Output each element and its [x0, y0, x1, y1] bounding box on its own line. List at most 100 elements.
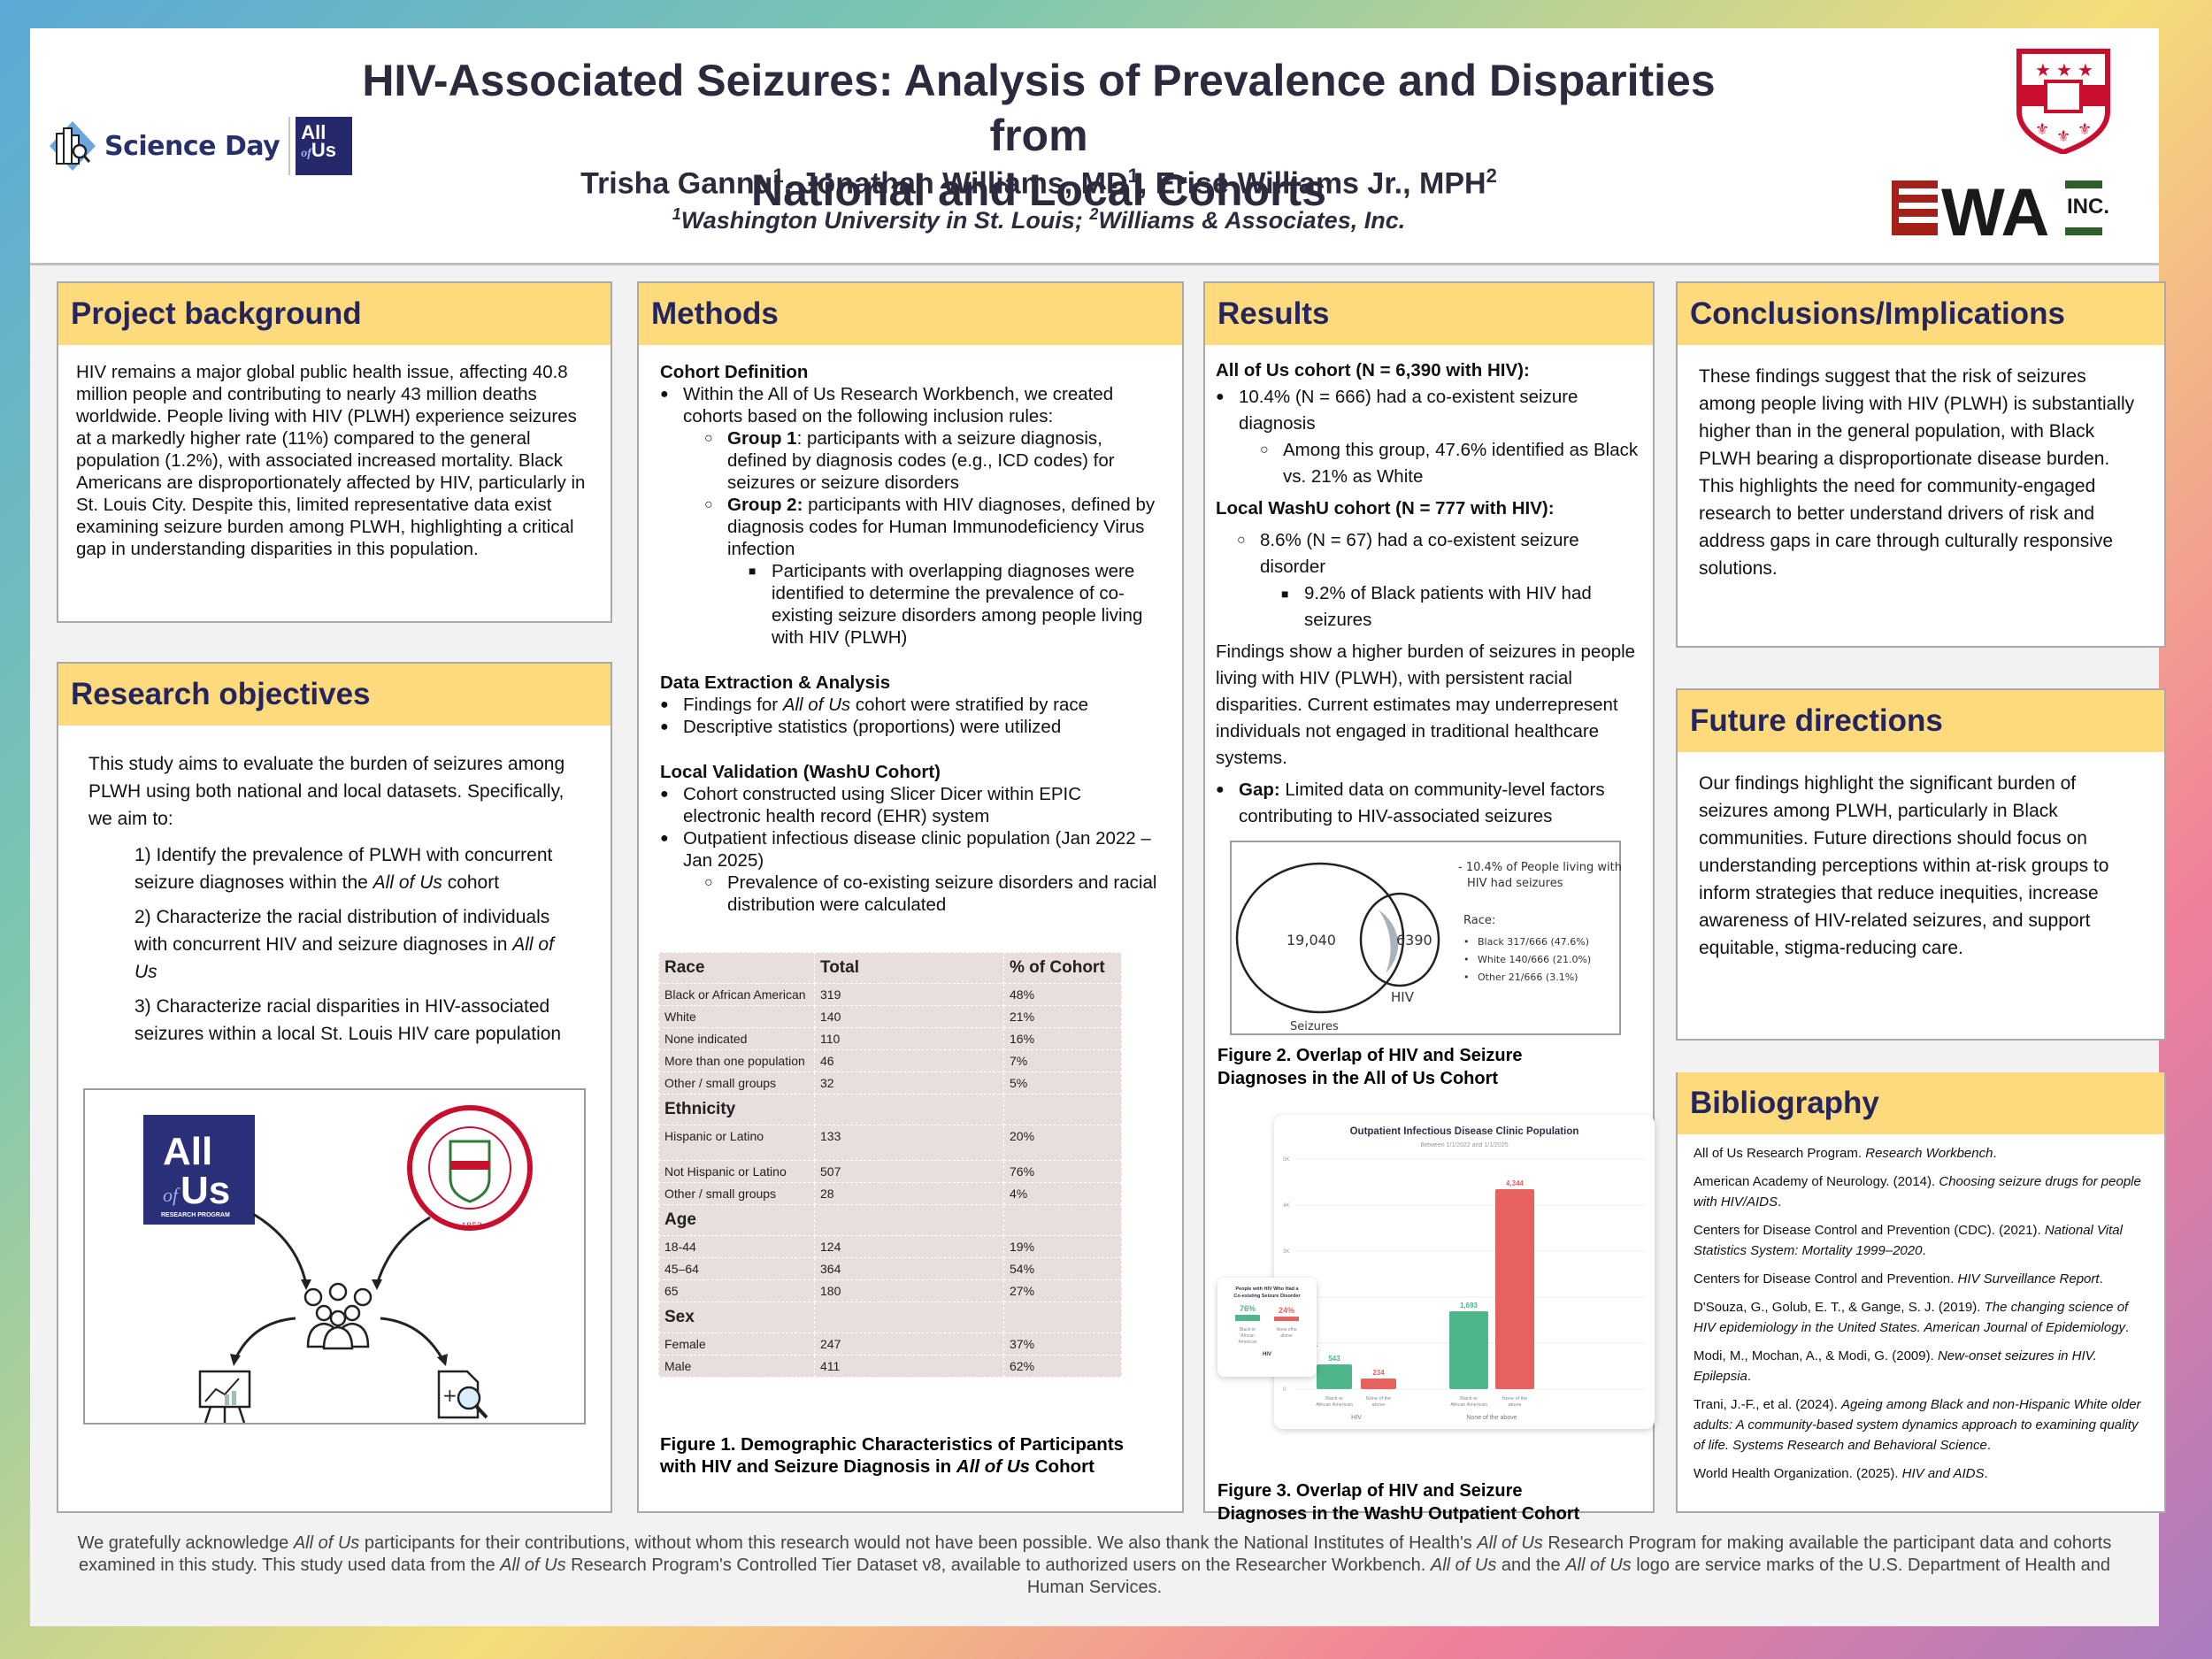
svg-text:76%: 76% [1240, 1304, 1256, 1313]
logo-divider [288, 117, 291, 175]
panel-heading: Project background [58, 283, 611, 345]
bar-none-none [1495, 1189, 1534, 1389]
author-sup: 2 [1486, 165, 1497, 187]
svg-text:African American: African American [1450, 1402, 1487, 1408]
venn-hiv-count: 6390 [1396, 932, 1432, 949]
table-section-row: Sex [658, 1302, 1122, 1333]
washu-seal-icon: · 1853 · [407, 1105, 533, 1232]
svg-text:5K: 5K [1283, 1157, 1289, 1163]
table-row: Black or African American 319 48% [658, 983, 1122, 1006]
panel-heading: Bibliography [1678, 1072, 2164, 1134]
svg-text:None of the: None of the [1502, 1396, 1527, 1402]
washu-shield-logo: ★ ★ ★ ⚜ ⚜ ⚜ [2016, 49, 2110, 154]
svg-text:•: • [1463, 954, 1470, 965]
table-row: Female 247 37% [658, 1333, 1122, 1356]
chart-subtitle: Between 1/1/2022 and 1/1/2025 [1420, 1142, 1508, 1148]
svg-text:★: ★ [2035, 59, 2051, 81]
venn-race-item: White 140/666 (21.0%) [1478, 954, 1591, 965]
column-header: % of Cohort [1003, 952, 1122, 984]
table-header-row: Race Total % of Cohort [658, 952, 1122, 984]
svg-text:Black or: Black or [1460, 1396, 1478, 1402]
chart-title: Outpatient Infectious Disease Clinic Pop… [1350, 1126, 1579, 1137]
williams-associates-logo: WA INC. [1892, 175, 2122, 250]
figure-3-caption: Figure 3. Overlap of HIV and Seizure Dia… [1217, 1481, 1580, 1524]
author-sup: 1 [772, 165, 784, 187]
bib-item: Centers for Disease Control and Preventi… [1694, 1223, 2123, 1258]
svg-text:RESEARCH PROGRAM: RESEARCH PROGRAM [161, 1212, 230, 1218]
poster-header: Science Day All ofUs HIV-Associated Seiz… [30, 28, 2159, 265]
acknowledgment: We gratefully acknowledge All of Us part… [77, 1533, 2112, 1597]
svg-text:above: above [1509, 1402, 1522, 1408]
venn-note-1: - 10.4% of People living with [1458, 861, 1622, 874]
list-item: 8.6% (N = 67) had a co-existent seizure … [1237, 527, 1642, 634]
aou-results-list: 10.4% (N = 666) had a co-existent seizur… [1216, 384, 1642, 490]
demographics-table: Race Total % of Cohort Black or African … [658, 952, 1122, 1378]
svg-text:American: American [1238, 1340, 1256, 1345]
bib-item: World Health Organization. (2025). HIV a… [1694, 1466, 1988, 1481]
svg-text:Black or: Black or [1325, 1396, 1343, 1402]
list-item: Group 2: participants with HIV diagnoses… [704, 494, 1161, 649]
svg-text:234: 234 [1372, 1369, 1385, 1377]
svg-text:⚜: ⚜ [2035, 120, 2049, 139]
svg-text:WA: WA [1941, 177, 2049, 239]
affil-name: Williams & Associates, Inc. [1098, 207, 1406, 234]
table-section-row: Age [658, 1204, 1122, 1236]
svg-text:24%: 24% [1279, 1306, 1294, 1315]
author-name: Jonathan Williams, MD [800, 166, 1128, 201]
venn-race-label: Race: [1463, 914, 1495, 927]
all-of-us-of: of [301, 147, 311, 160]
table-row: 18-44 124 19% [658, 1235, 1122, 1258]
bib-item: D'Souza, G., Golub, E. T., & Gange, S. J… [1694, 1300, 2130, 1335]
svg-text:None ofhe: None ofhe [1276, 1327, 1296, 1333]
list-item: Cohort constructed using Slicer Dicer wi… [660, 783, 1161, 827]
list-item: Gap: Limited data on community-level fac… [1216, 777, 1642, 830]
author-name: Erise Williams Jr., MPH [1155, 166, 1486, 201]
science-day-text: Science Day [104, 130, 280, 162]
venn-note-2: HIV had seizures [1467, 877, 1563, 890]
svg-text:543: 543 [1328, 1355, 1340, 1363]
all-of-us-all: All [301, 121, 326, 143]
seizure-disorder-inset: People with HIV Who Had a Co-existing Se… [1217, 1278, 1317, 1377]
table-row: 65 180 27% [658, 1279, 1122, 1302]
panel-future-directions: Future directions Our findings highlight… [1676, 688, 2166, 1041]
svg-text:4K: 4K [1283, 1203, 1289, 1209]
panel-conclusions: Conclusions/Implications These findings … [1676, 281, 2166, 648]
objectives-list: 1) Identify the prevalence of PLWH with … [88, 841, 580, 1048]
svg-text:· 1853 ·: · 1853 · [455, 1219, 488, 1232]
svg-text:1,693: 1,693 [1460, 1302, 1479, 1310]
bib-item: All of Us Research Program. Research Wor… [1694, 1146, 1997, 1161]
svg-text:0: 0 [1283, 1387, 1286, 1393]
svg-text:4,344: 4,344 [1506, 1179, 1525, 1187]
author-name: Trisha Gannu [580, 166, 773, 201]
panel-heading: Research objectives [58, 664, 611, 726]
objectives-intro: This study aims to evaluate the burden o… [88, 754, 565, 829]
conclusions-text: These findings suggest that the risk of … [1699, 366, 2135, 579]
people-group-icon [303, 1282, 373, 1350]
svg-text:⚜: ⚜ [2056, 127, 2070, 146]
table-row: 45–64 364 54% [658, 1257, 1122, 1280]
document-search-icon: + [437, 1370, 488, 1419]
panel-project-background: Project background HIV remains a major g… [57, 281, 612, 623]
affil-sup: 2 [1089, 205, 1099, 223]
list-item: Prevalence of co-existing seizure disord… [704, 872, 1161, 916]
objective-item: 3) Characterize racial disparities in HI… [134, 996, 562, 1044]
bibliography-list: All of Us Research Program. Research Wor… [1678, 1134, 2164, 1501]
list-item: Outpatient infectious disease clinic pop… [660, 827, 1161, 916]
list-item: Descriptive statistics (proportions) wer… [660, 716, 1161, 738]
svg-text:⚜: ⚜ [2078, 120, 2092, 139]
column-header: Total [814, 952, 1004, 984]
figure-2-caption: Figure 2. Overlap of HIV and Seizure Dia… [1217, 1046, 1523, 1088]
books-magnifier-icon [50, 121, 96, 171]
panel-research-objectives: Research objectives This study aims to e… [57, 662, 612, 1513]
affil-sup: 1 [672, 205, 681, 223]
objective-item: 1) Identify the prevalence of PLWH with … [134, 845, 553, 893]
chart-easel-icon [198, 1370, 251, 1424]
venn-seizures-count: 19,040 [1286, 932, 1336, 949]
authors: Trisha Gannu1, Jonathan Williams, MD1, E… [580, 165, 1497, 201]
panel-heading: Conclusions/Implications [1678, 283, 2164, 345]
title-line-2: National and Local Cohorts [750, 165, 1327, 215]
title-line-1: HIV-Associated Seizures: Analysis of Pre… [362, 56, 1716, 160]
table-row: Hispanic or Latino 133 20% [658, 1125, 1122, 1161]
gap-list: Gap: Limited data on community-level fac… [1216, 777, 1642, 830]
list-item: Group 1: participants with a seizure dia… [704, 427, 1161, 494]
